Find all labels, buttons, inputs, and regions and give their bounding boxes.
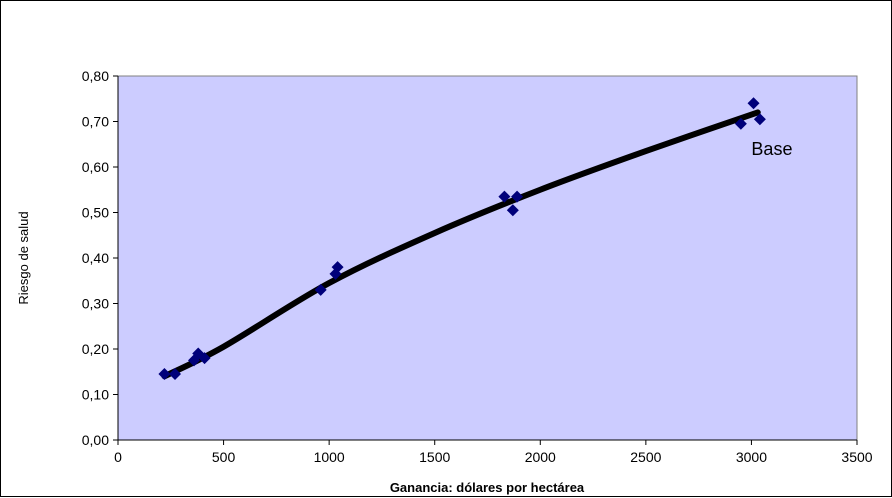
data-point [753, 113, 766, 126]
y-tick-label: 0,70 [82, 114, 109, 130]
data-point [498, 190, 511, 203]
data-point [331, 261, 344, 274]
data-point [158, 368, 171, 381]
x-tick-label: 1500 [419, 449, 450, 465]
y-tick-label: 0,40 [82, 250, 109, 266]
x-tick-label: 500 [212, 449, 236, 465]
axes-layer: 0,00 0,10 0,20 0,30 0,40 0,50 0,60 0,70 0,80 0 500… [82, 68, 873, 465]
y-tick-label: 0,30 [82, 296, 109, 312]
data-point [734, 117, 747, 130]
annotation-layer: Base [751, 139, 792, 159]
data-points-layer [158, 97, 766, 381]
y-tick-label: 0,10 [82, 387, 109, 403]
y-tick-label: 0,80 [82, 68, 109, 84]
data-point [198, 352, 211, 365]
x-tick-label: 0 [114, 449, 122, 465]
x-tick-label: 3500 [841, 449, 872, 465]
data-point [747, 97, 760, 110]
data-point [169, 368, 182, 381]
y-axis-title: Riesgo de salud [16, 211, 31, 304]
x-tick-label: 1000 [314, 449, 345, 465]
y-tick-label: 0,60 [82, 159, 109, 175]
trendline-layer [161, 109, 761, 380]
x-tick-label: 2000 [525, 449, 556, 465]
data-point [314, 283, 327, 296]
trendline [161, 109, 761, 380]
y-tick-label: 0,00 [82, 432, 109, 448]
x-tick-label: 2500 [630, 449, 661, 465]
data-point [511, 190, 524, 203]
plot-area [117, 75, 858, 441]
y-tick-label: 0,20 [82, 341, 109, 357]
annotation-label: Base [751, 139, 792, 159]
x-axis-title: Ganancia: dólares por hectárea [390, 480, 585, 495]
y-tick-label: 0,50 [82, 205, 109, 221]
data-point [506, 204, 519, 217]
x-tick-label: 3000 [736, 449, 767, 465]
